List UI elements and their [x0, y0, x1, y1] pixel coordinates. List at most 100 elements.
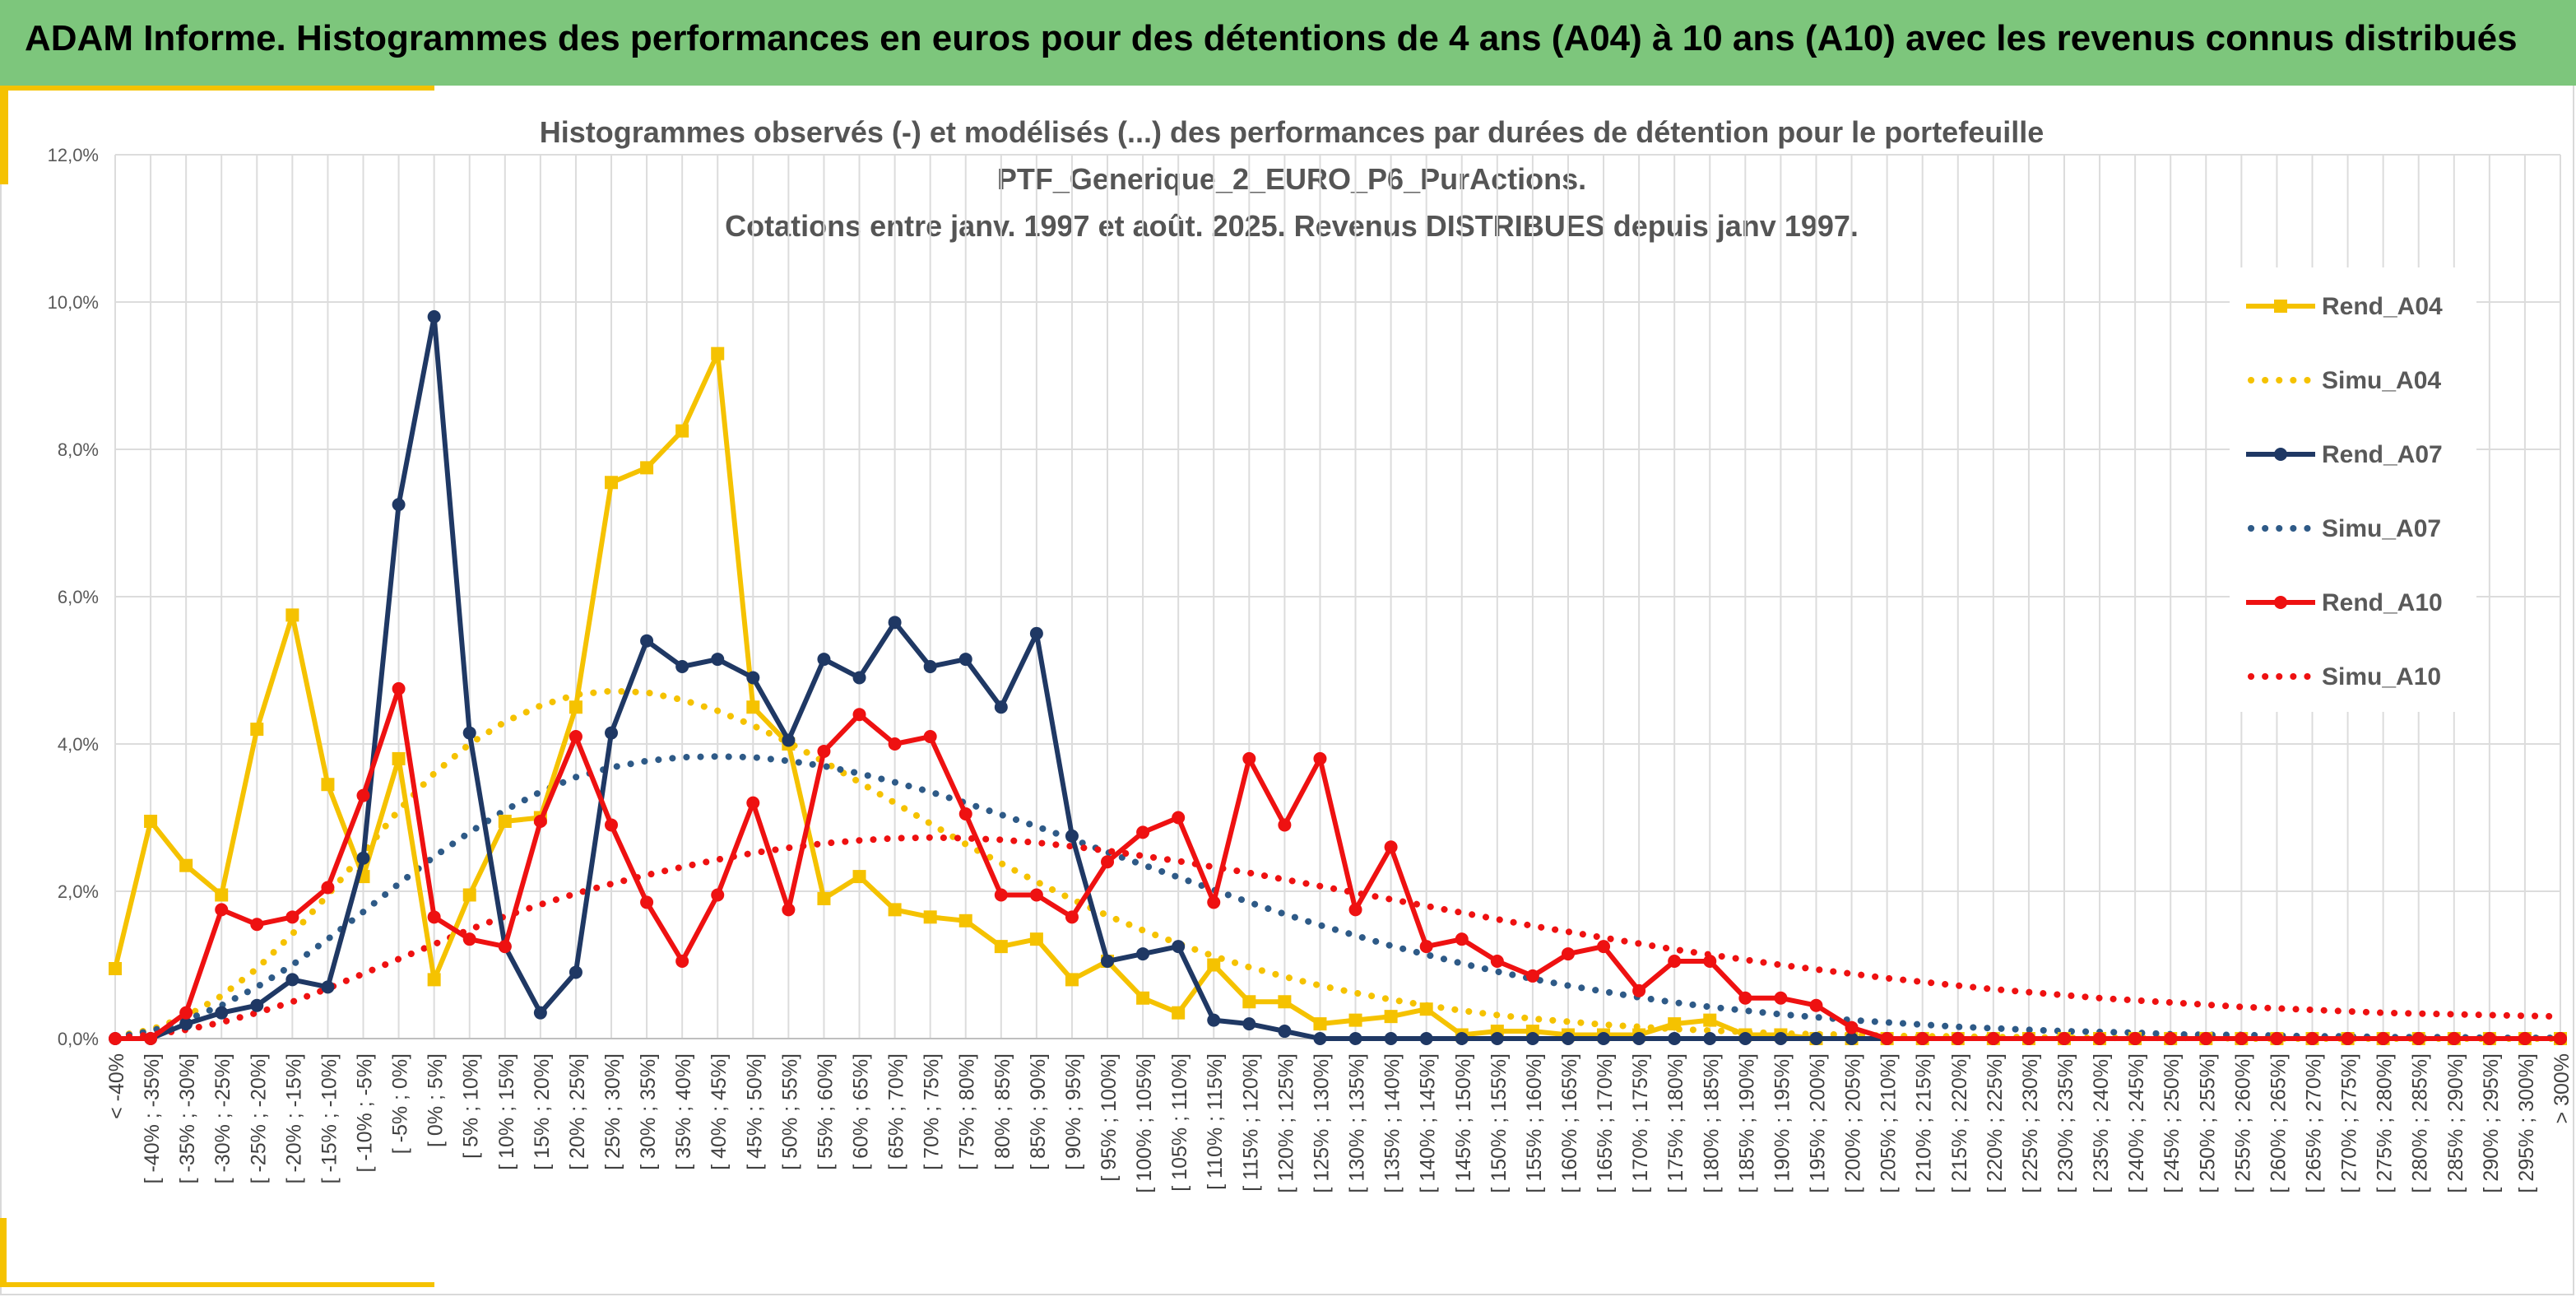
data-point-rend-a10 [746, 796, 760, 810]
chart-title-line-3: Cotations entre janv. 1997 et août. 2025… [725, 209, 1859, 243]
data-point-rend-a07 [1242, 1017, 1256, 1031]
legend-label-rend-a04: Rend_A04 [2322, 293, 2443, 320]
accent-bar-bottom [0, 1282, 434, 1287]
x-tick-label: [ 245% ; 250%] [2161, 1053, 2184, 1193]
data-point-rend-a10 [2021, 1032, 2035, 1045]
chart-title: Histogrammes observés (-) et modélisés (… [477, 109, 2106, 249]
data-point-rend-a10 [569, 730, 583, 744]
data-point-rend-a07 [923, 660, 937, 674]
x-tick-label: > 300% [2550, 1053, 2574, 1124]
x-tick-label: [ 275% ; 280%] [2374, 1053, 2397, 1193]
data-point-rend-a07 [427, 309, 441, 323]
data-point-rend-a07 [782, 733, 796, 747]
x-tick-label: [ 235% ; 240%] [2090, 1053, 2113, 1193]
data-point-rend-a10 [285, 910, 299, 924]
data-point-rend-a07 [1313, 1032, 1327, 1045]
accent-bar-left [0, 86, 8, 184]
data-point-rend-a10 [1986, 1032, 2000, 1045]
x-tick-label: [ 230% ; 235%] [2054, 1053, 2077, 1193]
data-point-rend-a07 [1809, 1032, 1823, 1045]
data-point-rend-a10 [2447, 1032, 2461, 1045]
data-point-rend-a10 [321, 881, 335, 895]
y-tick-label: 10,0% [48, 292, 99, 313]
x-tick-label: [ 40% ; 45%] [708, 1053, 731, 1170]
data-point-rend-a04 [285, 608, 299, 622]
data-point-rend-a10 [817, 744, 831, 758]
data-point-rend-a07 [746, 671, 760, 685]
data-point-rend-a07 [533, 1006, 547, 1020]
x-tick-label: [ 295% ; 300%] [2515, 1053, 2538, 1193]
x-tick-label: [ -35% ; -30%] [176, 1053, 199, 1183]
data-point-rend-a10 [2554, 1032, 2567, 1045]
x-tick-label: [ 200% ; 205%] [1842, 1053, 1865, 1193]
data-point-rend-a04 [462, 888, 476, 902]
data-point-rend-a10 [462, 932, 476, 946]
legend-label-simu-a10: Simu_A10 [2322, 663, 2441, 690]
x-tick-label: [ 290% ; 295%] [2480, 1053, 2503, 1193]
x-tick-label: [ 195% ; 200%] [1806, 1053, 1829, 1193]
data-point-rend-a10 [1455, 932, 1469, 946]
data-point-rend-a10 [1880, 1032, 1894, 1045]
legend-label-rend-a07: Rend_A07 [2322, 441, 2443, 468]
x-tick-label: [ 150% ; 155%] [1488, 1053, 1511, 1193]
legend-marker-rend-a07 [2274, 448, 2287, 461]
x-tick-label: [ 50% ; 55%] [778, 1053, 801, 1170]
data-point-rend-a04 [392, 751, 406, 765]
x-tick-label: [ 155% ; 160%] [1523, 1053, 1546, 1193]
data-point-rend-a10 [533, 814, 547, 828]
data-point-rend-a04 [1172, 1006, 1186, 1020]
x-tick-label: [ 70% ; 75%] [921, 1053, 944, 1170]
data-point-rend-a04 [958, 913, 972, 927]
x-tick-label: [ 285% ; 290%] [2444, 1053, 2467, 1193]
x-tick-label: [ 270% ; 275%] [2338, 1053, 2361, 1193]
data-point-rend-a07 [675, 660, 689, 674]
data-point-rend-a07 [1455, 1032, 1469, 1045]
header-banner: ADAM Informe. Histogrammes des performan… [0, 0, 2576, 86]
data-point-rend-a07 [392, 498, 406, 512]
data-point-rend-a04 [1668, 1017, 1682, 1031]
data-point-rend-a10 [1597, 940, 1611, 954]
data-point-rend-a07 [1668, 1032, 1682, 1045]
data-point-rend-a07 [1384, 1032, 1398, 1045]
data-point-rend-a07 [1703, 1032, 1717, 1045]
x-tick-label: < -40% [105, 1053, 128, 1119]
data-point-rend-a04 [817, 891, 831, 905]
x-tick-label: [ -10% ; -5%] [354, 1053, 377, 1173]
x-tick-label: [ -5% ; 0%] [389, 1053, 412, 1154]
data-point-rend-a10 [2518, 1032, 2532, 1045]
data-point-rend-a04 [569, 700, 583, 714]
data-point-rend-a07 [1738, 1032, 1752, 1045]
data-point-rend-a10 [2199, 1032, 2213, 1045]
data-point-rend-a10 [2093, 1032, 2107, 1045]
x-tick-label: [ 260% ; 265%] [2267, 1053, 2290, 1193]
data-point-rend-a04 [1384, 1010, 1398, 1024]
x-tick-label: [ 30% ; 35%] [637, 1053, 660, 1170]
data-point-rend-a10 [1632, 983, 1646, 997]
data-point-rend-a10 [1915, 1032, 1929, 1045]
series-line-simu-a07 [112, 753, 2564, 1042]
legend-label-rend-a10: Rend_A10 [2322, 589, 2443, 616]
data-point-rend-a07 [1774, 1032, 1788, 1045]
data-point-rend-a10 [2235, 1032, 2249, 1045]
data-point-rend-a04 [994, 940, 1008, 954]
data-point-rend-a10 [640, 895, 654, 909]
data-point-rend-a07 [215, 1006, 229, 1020]
data-point-rend-a07 [1561, 1032, 1575, 1045]
data-point-rend-a07 [1490, 1032, 1504, 1045]
x-tick-label: [ 20% ; 25%] [566, 1053, 589, 1170]
data-point-rend-a07 [711, 653, 725, 667]
series-line-rend-a04 [113, 351, 2560, 1041]
x-tick-label: [ 85% ; 90%] [1027, 1053, 1050, 1170]
x-tick-label: [ 25% ; 30%] [601, 1053, 624, 1170]
x-tick-label: [ 0% ; 5%] [425, 1053, 448, 1147]
data-point-rend-a10 [888, 737, 902, 751]
data-point-rend-a04 [1242, 995, 1256, 1009]
data-point-rend-a10 [605, 818, 619, 832]
data-point-rend-a04 [1136, 991, 1150, 1005]
data-point-rend-a07 [321, 980, 335, 994]
data-point-rend-a10 [250, 918, 264, 932]
data-point-rend-a10 [1809, 998, 1823, 1012]
accent-bar-bottom-left [0, 1218, 7, 1287]
data-point-rend-a07 [1065, 829, 1079, 843]
data-point-rend-a10 [1029, 888, 1043, 902]
